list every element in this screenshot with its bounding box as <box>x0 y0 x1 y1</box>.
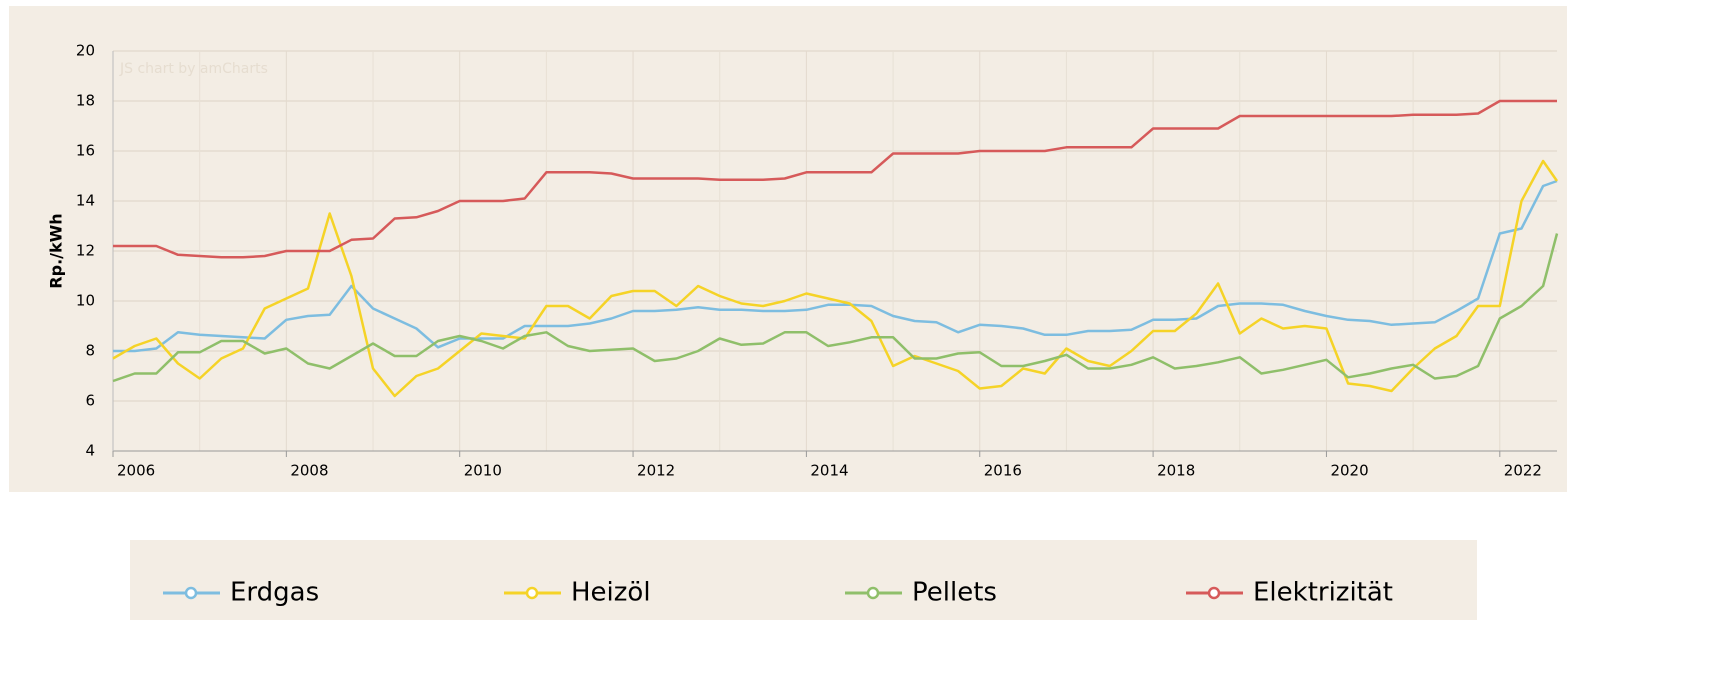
legend-marker <box>866 586 880 600</box>
y-tick-label: 14 <box>76 192 95 210</box>
x-tick-label: 2010 <box>464 462 502 480</box>
series-line <box>113 99 1557 259</box>
legend-label: Pellets <box>912 578 997 608</box>
y-tick-label: 8 <box>85 342 95 360</box>
chart-panel <box>9 6 1567 492</box>
y-tick-label: 18 <box>76 92 95 110</box>
y-tick-label: 16 <box>76 142 95 160</box>
x-tick-label: 2012 <box>637 462 675 480</box>
series-line <box>112 233 1559 383</box>
y-tick-label: 20 <box>76 42 95 60</box>
legend-label: Heizöl <box>571 578 651 608</box>
x-tick-label: 2016 <box>984 462 1022 480</box>
legend-label: Erdgas <box>230 578 319 608</box>
y-tick-label: 6 <box>85 392 95 410</box>
legend-panel <box>130 540 1477 620</box>
legend-label: Elektrizität <box>1253 578 1393 608</box>
x-tick-label: 2008 <box>290 462 328 480</box>
legend-marker <box>184 586 198 600</box>
series-line <box>112 159 1559 398</box>
x-tick-label: 2006 <box>117 462 155 480</box>
x-tick-label: 2020 <box>1330 462 1368 480</box>
legend-marker <box>1207 586 1221 600</box>
y-axis-label: Rp./kWh <box>47 213 66 288</box>
x-tick-label: 2022 <box>1504 462 1542 480</box>
y-tick-label: 10 <box>76 292 95 310</box>
y-tick-label: 4 <box>85 442 95 460</box>
x-tick-label: 2018 <box>1157 462 1195 480</box>
y-tick-label: 12 <box>76 242 95 260</box>
x-tick-label: 2014 <box>810 462 848 480</box>
legend-marker <box>525 586 539 600</box>
watermark: JS chart by amCharts <box>119 61 268 77</box>
